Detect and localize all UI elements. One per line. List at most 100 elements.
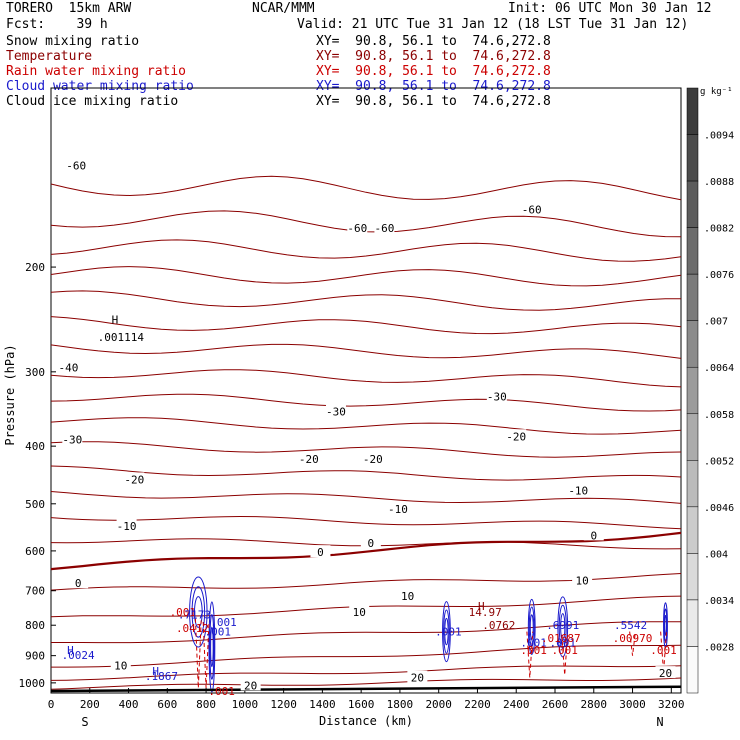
rain-water-contour [194,618,202,689]
extremum-label: .001 [551,644,578,657]
label-mask [583,528,604,541]
x-tick-label: 200 [80,698,100,711]
isotherm-label: 0 [75,577,82,590]
isotherm-label: 0 [317,546,324,559]
x-tick-label: 3000 [619,698,646,711]
colorbar-tick-label: .0088 [704,177,734,188]
cloud-water-contour [442,601,451,663]
x-tick-label: 2200 [464,698,491,711]
x-tick-label: 600 [157,698,177,711]
legend-xy-rain: XY= 90.8, 56.1 to 74.6,272.8 [316,64,551,79]
label-mask [298,451,319,464]
cloud-water-contour [209,613,215,680]
extremum-label: .0762 [482,619,515,632]
legend-xy-temperature: XY= 90.8, 56.1 to 74.6,272.8 [316,49,551,64]
colorbar-tick-label: .004 [704,549,728,560]
temperature-contours [50,175,682,690]
colorbar-bin [686,180,699,228]
x-tick-label: 2800 [581,698,608,711]
colorbar-bin [686,87,699,135]
extremum-label: .7173 [178,609,211,622]
x-tick-label: 400 [119,698,139,711]
y-axis: 200 300 400 500 600 700 800 900 1000 [19,261,56,690]
extremum-label: .6991 [546,619,579,632]
extremum-label: H [478,600,485,613]
label-mask [349,604,370,617]
cloud-water-contour [208,601,216,693]
label-mask [360,536,381,549]
plot-frame [50,87,682,694]
label-mask [66,158,87,171]
label-mask [387,501,408,514]
colorbar-tick-label: .0082 [704,224,734,235]
isotherm [50,417,682,435]
extremum-label: H [152,665,159,678]
extremum-label: .0412 [176,622,209,635]
rain-water-contour [202,621,210,689]
label-mask [374,221,395,234]
isotherm-label: 10 [353,606,366,619]
isotherm-label: -30 [487,390,507,403]
label-mask [62,432,83,445]
cloud-water-contour [529,614,534,640]
y-tick-label: 1000 [19,677,46,690]
zero-isotherm [50,531,682,571]
label-mask [124,472,145,485]
extremum-label: 14.97 [469,606,502,619]
legend-xy-cloud-water: XY= 90.8, 56.1 to 74.6,272.8 [316,79,551,94]
model-title: TORERO 15km ARW [6,1,132,16]
label-mask [407,670,428,683]
colorbar-bin [686,646,699,694]
label-mask [568,483,589,496]
isotherm-label: -20 [363,453,383,466]
extremum-label: .0024 [62,649,95,662]
isotherm [50,239,682,262]
colorbar-tick-label: .0028 [704,642,734,653]
extremum-label: .1867 [145,670,178,683]
right-endpoint-label: N [656,715,663,729]
colorbar-bin [686,460,699,508]
x-tick-label: 1000 [232,698,259,711]
isotherm-label: -60 [347,222,367,235]
y-tick-label: 200 [25,261,45,274]
extremum-label: .001 [204,626,231,639]
label-mask [310,545,331,558]
label-mask [655,666,676,679]
y-tick-label: 500 [25,498,45,511]
extremum-label: .001 [208,685,235,698]
isotherm [51,644,682,668]
colorbar-tick-label: .0094 [704,131,734,142]
isotherm-label: 0 [590,529,597,542]
hydrometeor-contours [189,576,668,693]
extremum-label: .001 [650,644,677,657]
init-time: Init: 06 UTC Mon 30 Jan 12 [508,1,712,16]
extremum-label: .01687 [541,632,581,645]
y-tick-label: 400 [25,440,45,453]
colorbar-bin [686,366,699,415]
legend-name-temperature: Temperature [6,49,93,64]
x-tick-label: 1400 [309,698,336,711]
extremum-label: .001 [520,644,547,657]
x-tick-label: 1600 [348,698,375,711]
isotherm [50,316,682,335]
colorbar-bin [686,599,699,647]
y-tick-label: 900 [25,650,45,663]
org-label: NCAR/MMM [252,1,315,16]
isotherm [50,677,682,690]
isotherm-label: -30 [326,406,346,419]
legend-name-cloud-water: Cloud water mixing ratio [6,79,194,94]
extremum-label: H [67,644,74,657]
label-mask [58,360,79,373]
cloud-water-contour [664,614,667,636]
cloud-water-contour [191,586,206,638]
label-mask [110,658,131,671]
legend-name-rain: Rain water mixing ratio [6,64,187,79]
extremum-label: .001 [170,606,197,619]
y-tick-label: 600 [25,545,45,558]
colorbar: .0094 .0088 .0082 .0076 .007 .0064 .0058 .0052.… [686,87,734,694]
isotherm-label: 20 [244,679,257,692]
cloud-water-contour [527,598,536,655]
y-tick-label: 800 [25,619,45,632]
y-tick-label: 700 [25,585,45,598]
